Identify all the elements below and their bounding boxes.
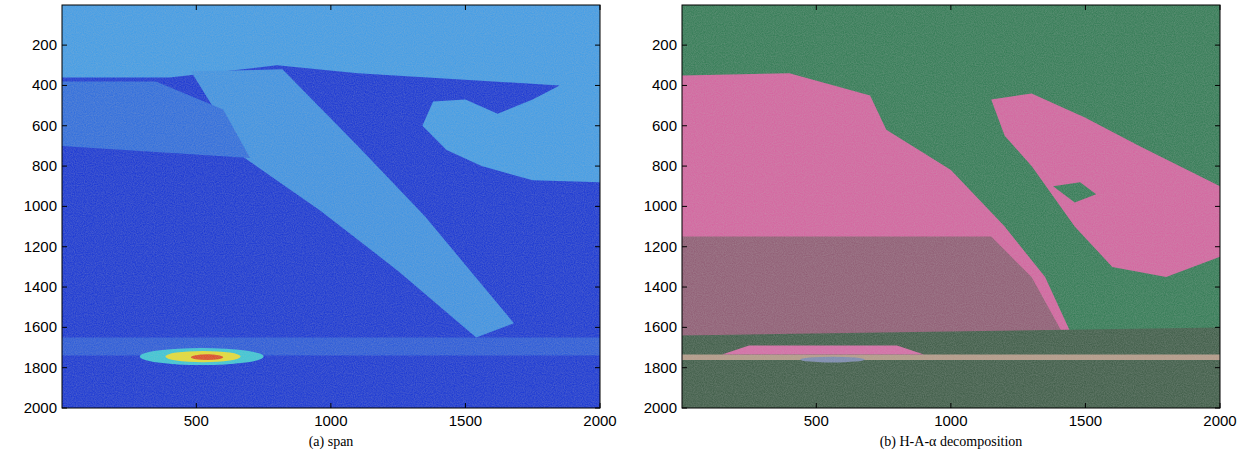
y-tick-label: 2000 — [24, 399, 57, 416]
y-tick-label: 1800 — [644, 359, 677, 376]
y-tick-label: 1200 — [24, 238, 57, 255]
x-tick-label: 1000 — [934, 412, 967, 429]
x-tick — [600, 403, 601, 408]
x-tick — [950, 403, 951, 408]
y-tick — [62, 206, 67, 207]
y-tick-label: 800 — [652, 157, 677, 174]
x-tick-label: 1000 — [314, 412, 347, 429]
frame — [682, 5, 1220, 408]
y-tick — [682, 327, 687, 328]
x-tick — [816, 403, 817, 408]
y-tick — [595, 287, 600, 288]
y-tick — [682, 408, 687, 409]
y-tick-label: 200 — [652, 36, 677, 53]
y-tick — [595, 408, 600, 409]
x-tick — [1085, 403, 1086, 408]
x-tick — [196, 403, 197, 408]
y-tick — [1215, 166, 1220, 167]
y-tick — [1215, 367, 1220, 368]
frame — [62, 5, 600, 408]
x-tick — [1220, 403, 1221, 408]
panel: 500 1000 1500 2000 200 400 600 800 1000 1200 1400 1… — [24, 5, 617, 450]
x-tick — [330, 5, 331, 10]
y-tick — [682, 287, 687, 288]
texture — [62, 5, 600, 408]
y-tick-label: 1400 — [644, 278, 677, 295]
y-tick-label: 200 — [32, 36, 57, 53]
texture — [682, 5, 1220, 408]
x-tick — [465, 403, 466, 408]
x-tick — [465, 5, 466, 10]
y-tick-label: 800 — [32, 157, 57, 174]
y-tick — [595, 125, 600, 126]
y-tick — [595, 367, 600, 368]
x-tick — [816, 5, 817, 10]
x-tick — [950, 5, 951, 10]
y-tick — [595, 246, 600, 247]
y-tick — [62, 166, 67, 167]
caption: (b) H-A-α decomposition — [880, 434, 1023, 450]
x-tick — [1220, 5, 1221, 10]
y-tick — [682, 125, 687, 126]
y-tick — [1215, 408, 1220, 409]
y-tick-label: 600 — [652, 117, 677, 134]
y-tick-label: 1400 — [24, 278, 57, 295]
y-tick-label: 1600 — [24, 318, 57, 335]
x-tick-label: 1500 — [449, 412, 482, 429]
y-tick-label: 1000 — [644, 197, 677, 214]
y-tick-label: 1800 — [24, 359, 57, 376]
y-tick — [1215, 327, 1220, 328]
y-tick — [1215, 287, 1220, 288]
y-tick — [62, 45, 67, 46]
x-tick-label: 500 — [184, 412, 209, 429]
y-tick-label: 1200 — [644, 238, 677, 255]
y-tick — [62, 287, 67, 288]
y-tick — [1215, 206, 1220, 207]
y-tick-label: 600 — [32, 117, 57, 134]
panel: 500 1000 1500 2000 200 400 600 800 1000 1200 1400 1… — [644, 5, 1237, 450]
x-tick — [1085, 5, 1086, 10]
y-tick — [1215, 85, 1220, 86]
y-tick-label: 400 — [652, 76, 677, 93]
image — [682, 5, 1220, 408]
y-tick — [595, 45, 600, 46]
y-tick-label: 1600 — [644, 318, 677, 335]
y-tick — [682, 45, 687, 46]
x-tick — [196, 5, 197, 10]
y-tick — [62, 408, 67, 409]
y-tick — [682, 85, 687, 86]
y-tick — [595, 206, 600, 207]
y-tick — [62, 327, 67, 328]
x-tick-label: 500 — [804, 412, 829, 429]
image-background — [682, 5, 1220, 408]
y-tick — [62, 246, 67, 247]
y-tick — [1215, 45, 1220, 46]
x-tick — [330, 403, 331, 408]
y-tick — [62, 367, 67, 368]
y-tick — [1215, 246, 1220, 247]
x-tick-label: 2000 — [1203, 412, 1236, 429]
y-tick-label: 2000 — [644, 399, 677, 416]
y-tick — [682, 166, 687, 167]
figure: 500 1000 1500 2000 200 400 600 800 1000 1200 1400 1… — [0, 0, 1259, 474]
x-tick — [600, 5, 601, 10]
y-tick — [62, 125, 67, 126]
y-tick — [682, 367, 687, 368]
y-tick-label: 400 — [32, 76, 57, 93]
y-tick — [595, 85, 600, 86]
caption: (a) span — [309, 434, 354, 450]
y-tick — [62, 85, 67, 86]
x-tick-label: 1500 — [1069, 412, 1102, 429]
image-background — [62, 5, 600, 408]
y-tick — [595, 166, 600, 167]
y-tick — [682, 206, 687, 207]
x-tick-label: 2000 — [583, 412, 616, 429]
y-tick — [682, 246, 687, 247]
y-tick — [595, 327, 600, 328]
image — [62, 5, 600, 408]
y-tick — [1215, 125, 1220, 126]
y-tick-label: 1000 — [24, 197, 57, 214]
